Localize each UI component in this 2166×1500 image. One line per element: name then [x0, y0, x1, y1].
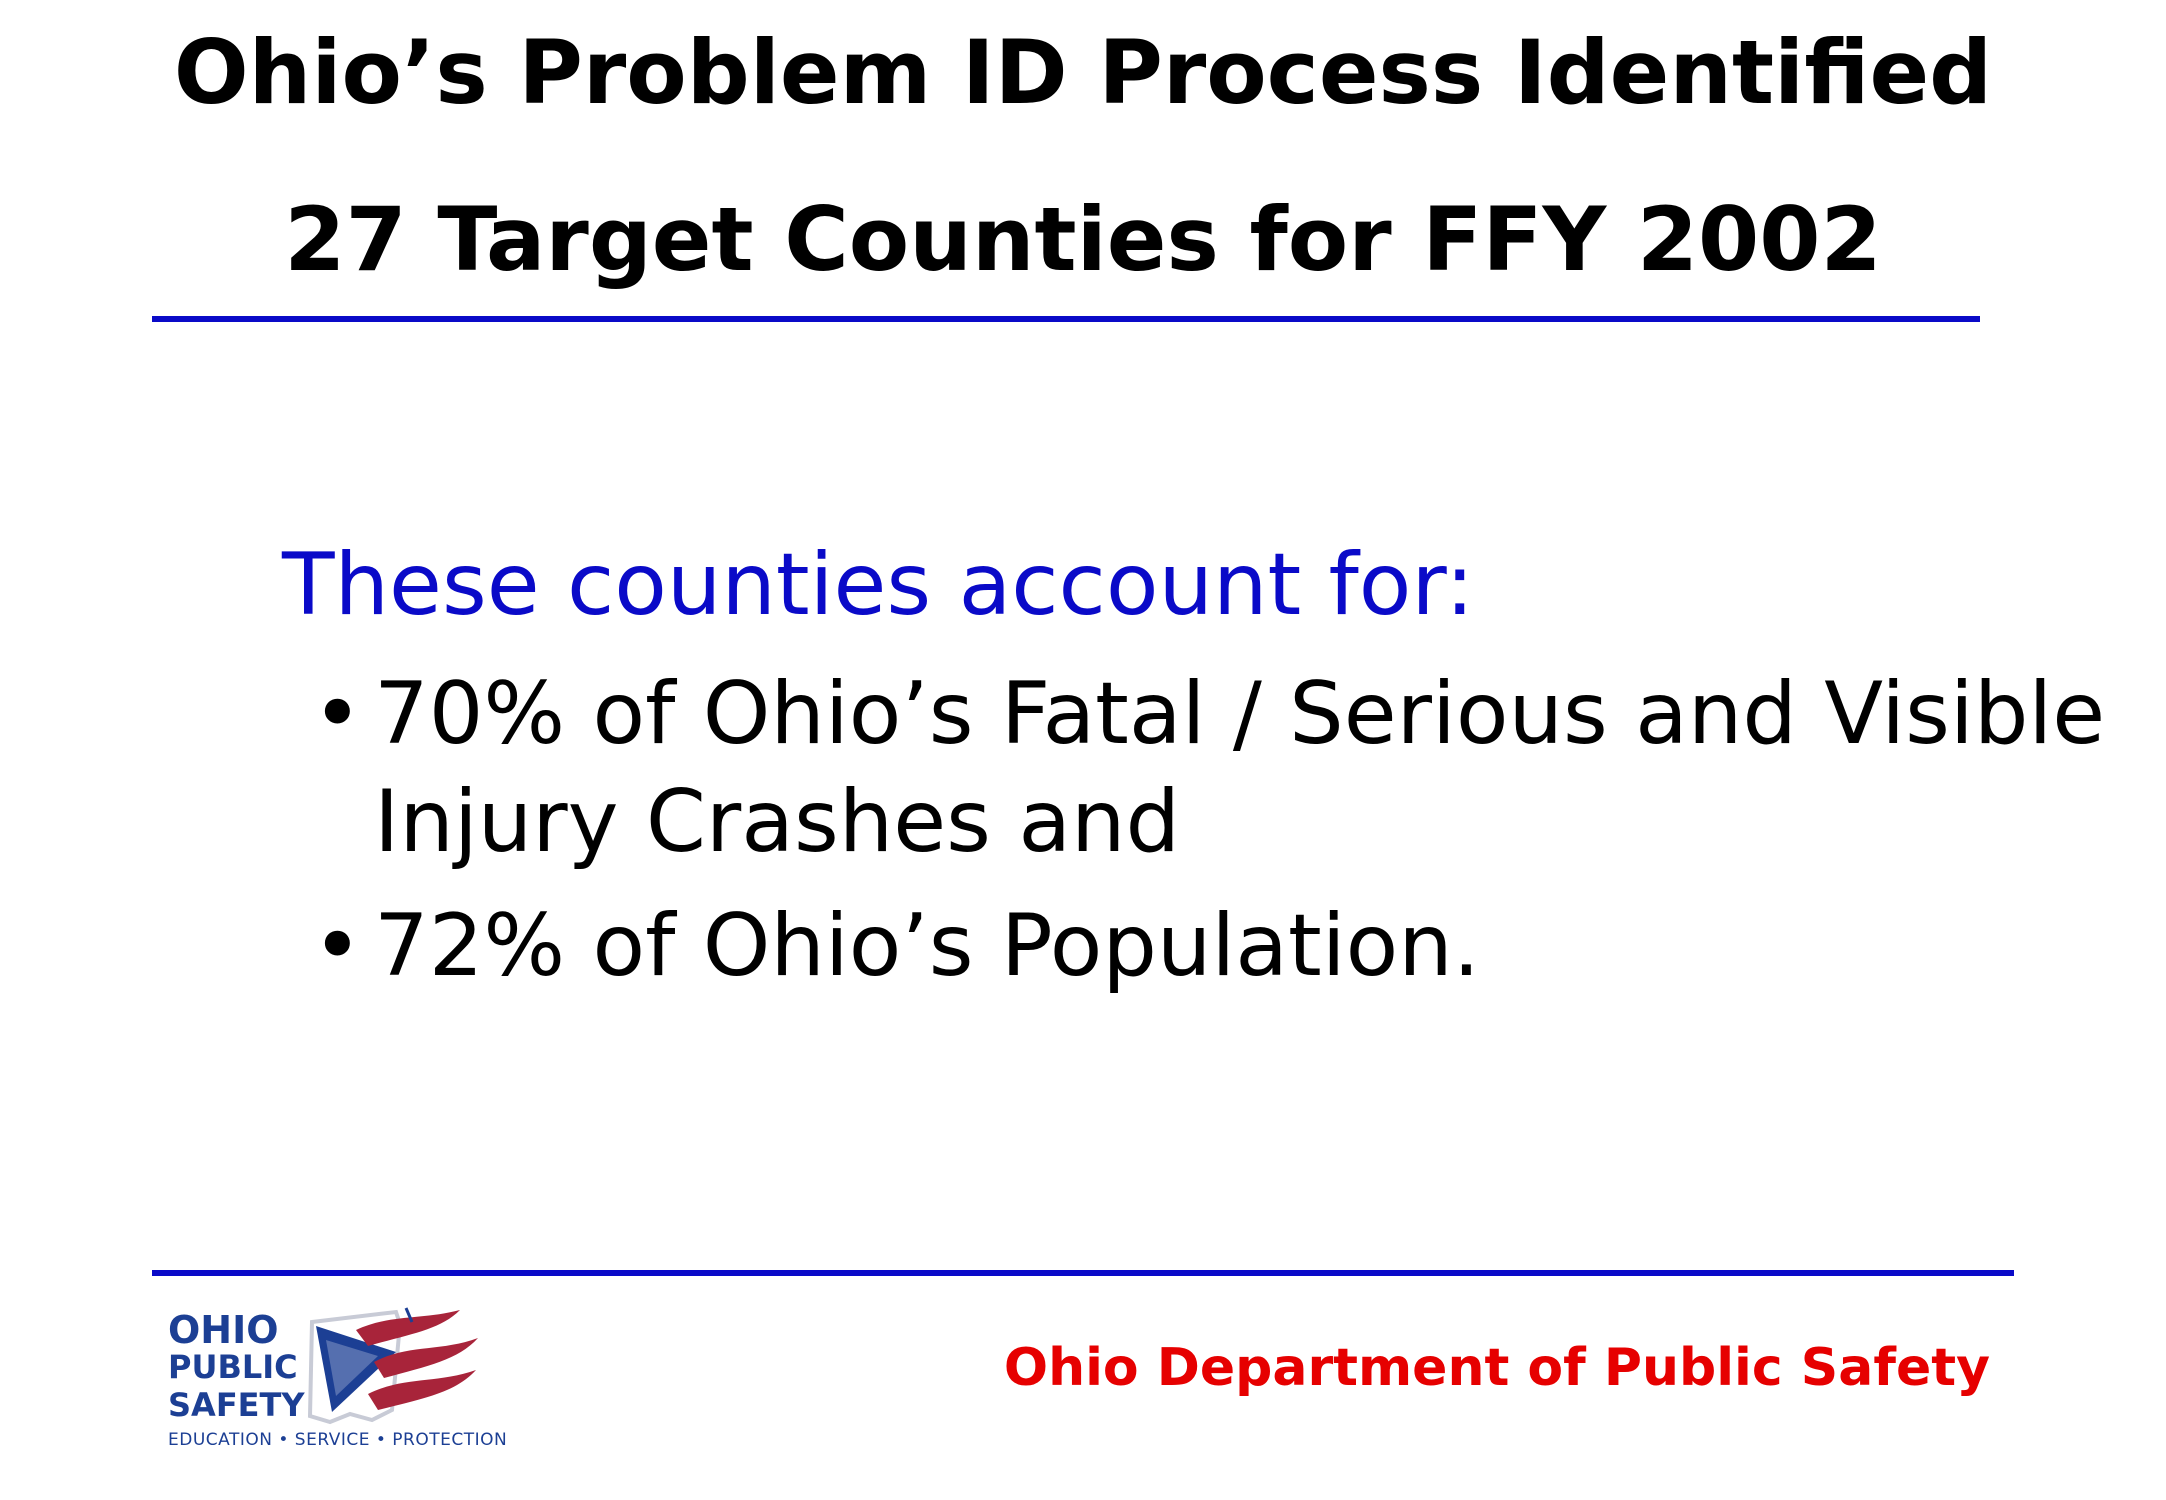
ohio-state-outline-icon [307, 1309, 403, 1425]
logo-tagline: EDUCATION • SERVICE • PROTECTION [168, 1430, 508, 1450]
bottom-divider [152, 1270, 2014, 1276]
page-title-line-2: 27 Target Counties for FFY 2002 [284, 188, 1882, 291]
pennant-icon [316, 1326, 396, 1412]
ohio-flag-emblem-icon [307, 1307, 478, 1425]
footer-organization-name: Ohio Department of Public Safety [1003, 1338, 1990, 1398]
pennant-highlight-icon [326, 1340, 378, 1396]
flagpole-icon [404, 1307, 414, 1323]
flag-stripe-icon [374, 1338, 478, 1378]
lead-text: These counties account for: [282, 535, 1475, 635]
logo-word-ohio: OHIO [168, 1308, 279, 1352]
ohio-public-safety-logo: OHIO PUBLIC SAFETY EDUCATION • SERVICE •… [160, 1290, 520, 1460]
logo-word-safety: SAFETY [168, 1386, 305, 1424]
bullet-text-line-1: 70% of Ohio’s Fatal / Serious and Visibl… [374, 664, 2106, 764]
logo-word-public: PUBLIC [168, 1348, 298, 1386]
bullet-text-line-2: Injury Crashes and [374, 772, 1181, 872]
bullet-text: 70% of Ohio’s Fatal / Serious and Visibl… [374, 660, 2106, 876]
bullet-text: 72% of Ohio’s Population. [374, 896, 1481, 996]
bullet-marker: • [312, 896, 363, 996]
bullet-marker: • [312, 664, 363, 764]
top-divider [152, 316, 1980, 322]
flag-stripe-icon [368, 1370, 476, 1410]
flag-stripe-icon [356, 1310, 460, 1346]
page-title-line-1: Ohio’s Problem ID Process Identified [173, 21, 1993, 124]
